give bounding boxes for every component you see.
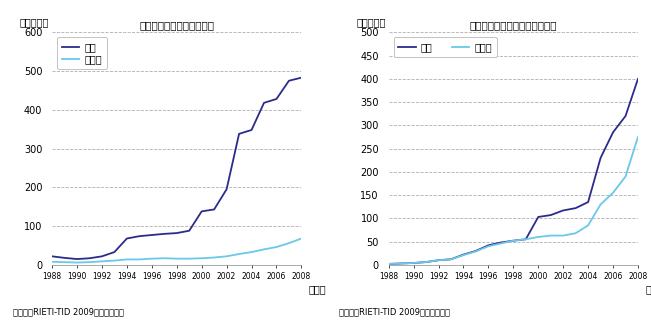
Line: 部品: 部品 — [389, 79, 638, 264]
部品 — [609, 130, 617, 134]
消費財 — [98, 259, 106, 263]
消費財 — [148, 257, 156, 261]
Title: ドイツから中東欧への輸出動向: ドイツから中東欧への輸出動向 — [469, 20, 557, 30]
消費財 — [534, 235, 542, 239]
消費財 — [235, 252, 243, 256]
Line: 消費財: 消費財 — [389, 137, 638, 264]
部品 — [123, 236, 131, 240]
消費財 — [584, 224, 592, 227]
部品 — [385, 262, 393, 266]
部品 — [447, 257, 455, 261]
消費財 — [559, 234, 567, 237]
消費財 — [484, 244, 492, 248]
消費財 — [111, 259, 118, 263]
消費財 — [61, 260, 68, 264]
消費財 — [547, 234, 555, 237]
消費財 — [123, 257, 131, 261]
部品 — [559, 209, 567, 213]
部品 — [634, 77, 642, 81]
Text: （億ドル）: （億ドル） — [356, 18, 385, 28]
消費財 — [597, 203, 605, 206]
消費財 — [622, 174, 630, 178]
部品 — [472, 249, 480, 253]
消費財 — [73, 261, 81, 265]
消費財 — [210, 255, 218, 259]
部品 — [235, 132, 243, 136]
部品 — [460, 253, 467, 256]
消費財 — [409, 261, 417, 265]
部品 — [260, 101, 268, 105]
部品 — [534, 215, 542, 219]
部品 — [510, 239, 518, 243]
部品 — [584, 200, 592, 204]
部品 — [422, 260, 430, 264]
消費財 — [609, 191, 617, 195]
部品 — [148, 233, 156, 237]
消費財 — [422, 260, 430, 264]
部品 — [572, 206, 579, 210]
消費財 — [198, 256, 206, 260]
部品 — [273, 97, 281, 101]
消費財 — [186, 257, 193, 261]
部品 — [409, 261, 417, 265]
消費財 — [510, 239, 518, 243]
消費財 — [385, 262, 393, 266]
部品 — [135, 234, 143, 238]
消費財 — [48, 260, 56, 264]
部品 — [247, 128, 255, 132]
消費財 — [135, 257, 143, 261]
部品 — [98, 255, 106, 258]
消費財 — [460, 253, 467, 257]
消費財 — [247, 250, 255, 254]
部品 — [173, 231, 180, 235]
部品 — [186, 229, 193, 233]
部品 — [547, 213, 555, 217]
Legend: 部品, 消費財: 部品, 消費財 — [393, 37, 497, 57]
Text: 資料：『RIETI-TID 2009』から作成。: 資料：『RIETI-TID 2009』から作成。 — [339, 307, 450, 317]
部品 — [597, 156, 605, 160]
消費財 — [634, 135, 642, 139]
部品 — [73, 257, 81, 261]
消費財 — [522, 237, 530, 241]
消費財 — [223, 255, 230, 258]
消費財 — [273, 245, 281, 249]
部品 — [435, 258, 443, 262]
消費財 — [298, 236, 305, 240]
部品 — [111, 250, 118, 254]
部品 — [198, 209, 206, 213]
Text: （年）: （年） — [309, 284, 326, 294]
消費財 — [260, 247, 268, 251]
Legend: 部品, 消費財: 部品, 消費財 — [57, 37, 107, 69]
部品 — [522, 237, 530, 241]
消費財 — [85, 260, 93, 264]
部品 — [85, 256, 93, 260]
消費財 — [173, 257, 180, 261]
消費財 — [572, 231, 579, 235]
部品 — [160, 232, 168, 236]
消費財 — [160, 256, 168, 260]
消費財 — [435, 258, 443, 262]
部品 — [48, 255, 56, 258]
消費財 — [285, 241, 293, 245]
部品 — [298, 76, 305, 79]
Title: 日本から中国への輸出動向: 日本から中国への輸出動向 — [139, 20, 214, 30]
部品 — [223, 187, 230, 191]
消費財 — [472, 249, 480, 253]
部品 — [484, 244, 492, 247]
Text: （億ドル）: （億ドル） — [20, 18, 49, 28]
消費財 — [397, 262, 405, 266]
部品 — [397, 262, 405, 266]
Line: 部品: 部品 — [52, 78, 301, 259]
Text: （年）: （年） — [645, 284, 651, 294]
部品 — [61, 256, 68, 260]
消費財 — [497, 242, 505, 245]
部品 — [285, 79, 293, 83]
部品 — [622, 114, 630, 118]
Text: 資料：『RIETI-TID 2009』から作成。: 資料：『RIETI-TID 2009』から作成。 — [13, 307, 124, 317]
部品 — [210, 207, 218, 211]
部品 — [497, 241, 505, 245]
Line: 消費財: 消費財 — [52, 238, 301, 263]
消費財 — [447, 257, 455, 261]
